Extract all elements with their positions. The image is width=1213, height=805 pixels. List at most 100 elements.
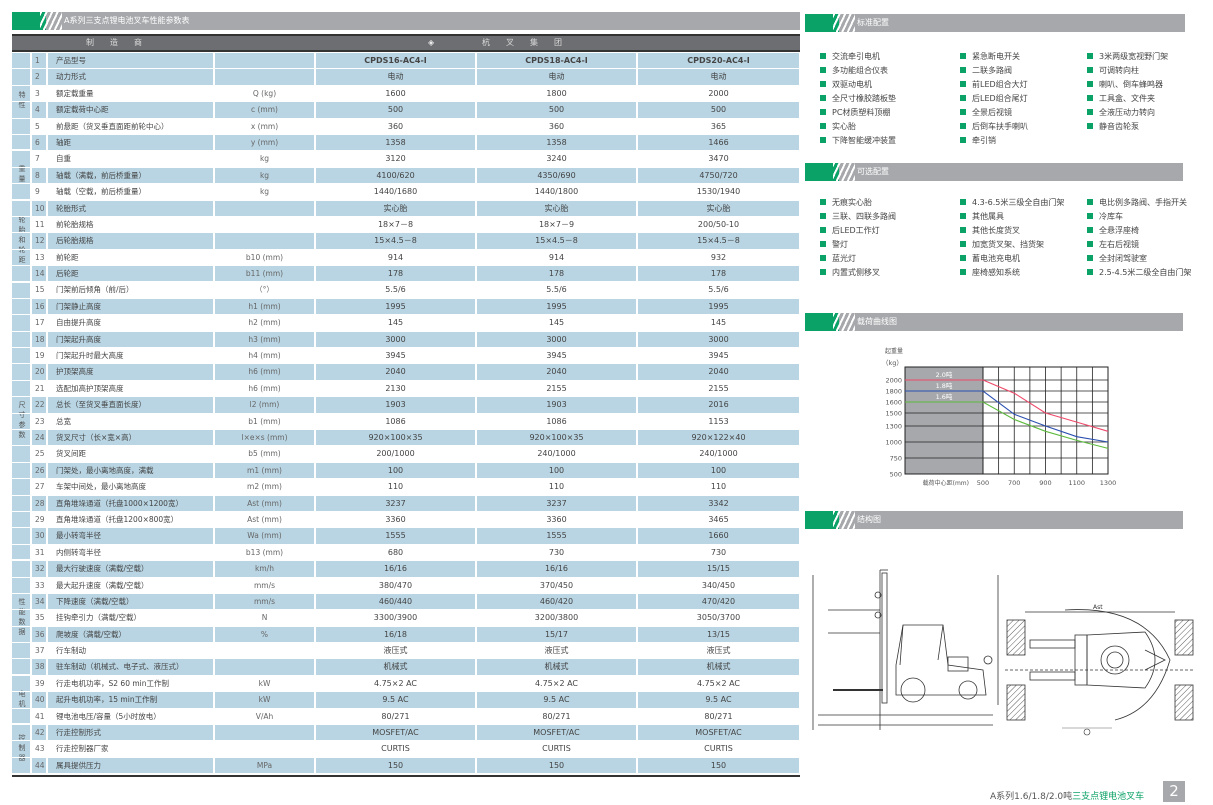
row-label: 门架起升时最大高度	[48, 348, 215, 365]
config-item: 冷库车	[1087, 210, 1123, 224]
square-bullet-icon	[1087, 67, 1093, 73]
y-axis-unit: （kg）	[882, 359, 903, 367]
value-cpds18: MOSFET/AC	[477, 725, 638, 742]
value-cpds16: 1440/1680	[316, 184, 477, 201]
config-item: 内置式侧移叉	[820, 266, 880, 280]
row-unit: l×e×s (mm)	[215, 429, 316, 447]
row-number: 25	[32, 446, 48, 463]
value-cpds20: 365	[638, 119, 799, 135]
row-number: 1	[32, 53, 48, 70]
config-item: 全景后视镜	[960, 106, 1012, 120]
row-label: 选配加高护顶架高度	[48, 380, 215, 398]
value-cpds20: MOSFET/AC	[638, 725, 799, 742]
value-cpds18: 1358	[477, 134, 638, 152]
row-label: 最大行驶速度（满载/空载）	[48, 561, 215, 578]
table-row: 40 起升电机功率，15 min工作制 kW 9.5 AC 9.5 AC 9.5 AC	[12, 692, 800, 709]
row-unit: b5 (mm)	[215, 446, 316, 463]
value-cpds18: 500	[477, 102, 638, 119]
value-cpds16: 460/440	[316, 593, 477, 611]
row-number: 8	[32, 167, 48, 185]
value-cpds20: 730	[638, 545, 799, 562]
square-bullet-icon	[960, 95, 966, 101]
row-number: 12	[32, 233, 48, 250]
table-row: 17 自由提升高度 h2 (mm) 145 145 145	[12, 315, 800, 332]
row-label: 门架静止高度	[48, 298, 215, 316]
value-cpds20: 200/50-10	[638, 217, 799, 234]
manufacturer-name: 杭 叉 集 团	[482, 38, 562, 47]
square-bullet-icon	[820, 213, 826, 219]
value-cpds16: 9.5 AC	[316, 692, 477, 709]
row-unit: kW	[215, 675, 316, 693]
value-cpds18: 3360	[477, 511, 638, 529]
value-cpds20: 3342	[638, 495, 799, 512]
row-label: 总长（至货叉垂直面长度）	[48, 397, 215, 414]
table-row: 41 锂电池电压/容量（5小时放电） V/Ah 80/271 80/271 80/271	[12, 708, 800, 726]
config-item: 双驱动电机	[820, 78, 872, 92]
load-chart-title: 载荷曲线图	[857, 317, 897, 326]
row-unit: h6 (mm)	[215, 364, 316, 381]
config-item-label: 蓝光灯	[832, 254, 856, 263]
config-item-label: 全尺寸橡胶踏板垫	[832, 94, 896, 103]
value-cpds20: 3000	[638, 331, 799, 349]
table-row: 39 行走电机功率，S2 60 min工作制 kW 4.75×2 AC 4.75×2 A…	[12, 675, 800, 693]
row-label: 前轮胎规格	[48, 216, 215, 234]
row-label: 最小转弯半径	[48, 528, 215, 545]
square-bullet-icon	[960, 213, 966, 219]
row-unit: kg	[215, 151, 316, 168]
value-cpds16: 1600	[316, 85, 477, 103]
square-bullet-icon	[820, 67, 826, 73]
square-bullet-icon	[820, 255, 826, 261]
group-spacer	[12, 757, 32, 775]
config-item-label: 前LED组合大灯	[972, 80, 1028, 89]
config-item-label: 全景后视镜	[972, 108, 1012, 117]
value-cpds16: 3360	[316, 511, 477, 529]
config-item: 喇叭、倒车蜂鸣器	[1087, 78, 1163, 92]
value-cpds16: 150	[316, 757, 477, 775]
row-label: 最大起升速度（满载/空载）	[48, 577, 215, 594]
row-unit: h4 (mm)	[215, 348, 316, 365]
value-cpds20: 2155	[638, 381, 799, 398]
table-title-bar: A系列三支点锂电池叉车性能参数表	[12, 12, 800, 30]
value-cpds18: CPDS18-AC4-Ⅰ	[477, 53, 638, 70]
config-item: 蓄电池充电机	[960, 252, 1020, 266]
row-number: 30	[32, 528, 48, 545]
value-cpds16: 电动	[316, 69, 477, 86]
side-view-diagram	[812, 569, 999, 730]
series-label: 2.0吨	[936, 370, 953, 379]
config-item: 全悬浮座椅	[1087, 224, 1139, 238]
table-row: 25 货叉间距 b5 (mm) 200/1000 240/1000 240/1000	[12, 446, 800, 463]
row-number: 37	[32, 643, 48, 660]
value-cpds18: 4.75×2 AC	[477, 675, 638, 693]
value-cpds20: 3465	[638, 512, 799, 529]
value-cpds18: 3200/3800	[477, 610, 638, 627]
group-spacer	[12, 331, 32, 349]
row-unit	[215, 200, 316, 217]
config-item: 静音齿轮泵	[1087, 120, 1139, 134]
table-row: 15 门架前后倾角（前/后） （°） 5.5/6 5.5/6 5.5/6	[12, 282, 800, 299]
value-cpds18: 1800	[477, 85, 638, 103]
config-item-label: 电比例多路阀、手指开关	[1099, 198, 1187, 207]
table-bottom-rule	[12, 775, 800, 777]
standard-config-bar: 标准配置	[805, 14, 1185, 32]
page-number: 2	[1163, 781, 1185, 802]
group-spacer	[12, 429, 32, 447]
row-unit: h6 (mm)	[215, 380, 316, 398]
config-item: 左右后视镜	[1087, 238, 1139, 252]
green-stripe-icon	[805, 313, 839, 331]
value-cpds16: 500	[316, 102, 477, 119]
value-cpds20: 3470	[638, 151, 799, 168]
value-cpds16: 1903	[316, 397, 477, 414]
config-item: 多功能组合仪表	[820, 64, 888, 78]
group-spacer	[12, 315, 32, 332]
value-cpds16: 380/470	[316, 577, 477, 594]
row-label: 轴距	[48, 134, 215, 152]
row-label: 动力形式	[48, 69, 215, 86]
row-unit: h2 (mm)	[215, 315, 316, 332]
config-item-label: 静音齿轮泵	[1099, 122, 1139, 131]
config-item-label: 座椅感知系统	[972, 268, 1020, 277]
config-item-label: 下降智能缓冲装置	[832, 136, 896, 145]
row-unit: b1 (mm)	[215, 413, 316, 430]
load-chart: 500 750 1000 1300 1500 1600 1800 2000 500 700 900 1…	[882, 347, 1116, 487]
value-cpds16: 80/271	[316, 708, 477, 726]
group-spacer	[12, 397, 32, 414]
